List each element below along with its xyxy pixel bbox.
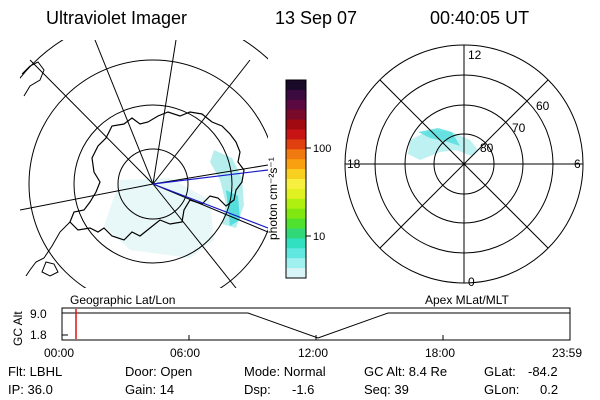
colorbar-cell [286, 89, 306, 101]
colorbar-cell [286, 129, 306, 140]
status-gain: Gain: 14 [125, 382, 175, 397]
meridian-line [20, 183, 154, 211]
meridian-line [152, 183, 268, 233]
mlat-label-70: 70 [512, 121, 526, 135]
altitude-plot: 9.0 1.8 GC Alt 00:00 06:00 12:00 18:00 2… [11, 307, 582, 360]
status-seq: Seq: 39 [364, 382, 409, 397]
status-dsp-value: -1.6 [292, 382, 315, 397]
colorbar-cell [286, 268, 306, 279]
x-tick-label: 00:00 [44, 346, 74, 360]
colorbar-cell [286, 109, 306, 121]
mlt-label-12: 12 [468, 48, 482, 62]
colorbar-cell [286, 149, 306, 160]
status-filter: Flt: LBHL [8, 364, 63, 379]
status-dsp-label: Dsp: [244, 382, 271, 397]
mlt-label-18: 18 [347, 157, 361, 171]
status-gc-alt: GC Alt: 8.4 Re [364, 364, 448, 379]
colorbar-cell [286, 238, 306, 249]
altitude-ylabel: GC Alt [11, 311, 25, 346]
right-aurora-data [408, 130, 478, 160]
x-tick-label: 06:00 [170, 346, 200, 360]
meridian-line [152, 40, 177, 185]
status-glat-value: -84.2 [528, 364, 558, 379]
meridian-line [152, 59, 251, 185]
status-door: Door: Open [125, 364, 193, 379]
mlt-label-6: 6 [574, 157, 581, 171]
x-tick-label: 12:00 [298, 346, 328, 360]
app-title: Ultraviolet Imager [46, 8, 188, 28]
mlt-line-diagonal [379, 79, 549, 249]
geographic-map: Geographic Lat/Lon [20, 40, 268, 307]
color-scale: 100 10 photon cm⁻²s⁻¹ [266, 79, 331, 279]
colorbar-cell [286, 248, 306, 259]
meridian-line [29, 59, 154, 185]
island-coastline [41, 261, 59, 277]
lat-circle-80 [117, 148, 189, 220]
meridian-line [94, 40, 154, 185]
mlat-label-80: 80 [480, 141, 494, 155]
status-glon-value: 0.2 [540, 382, 559, 397]
magnetic-map: 12 0 18 6 60 70 80 Apex MLat/MLT [344, 44, 584, 307]
right-map-label: Apex MLat/MLT [425, 293, 509, 307]
colorbar-cell [286, 80, 306, 91]
status-mode: Mode: Normal [244, 364, 326, 379]
colorbar-cell [286, 208, 306, 220]
colorbar-cell [286, 99, 306, 111]
lat-circle-70 [73, 104, 233, 264]
colorbar-cell [286, 169, 306, 180]
status-glat-label: GLat: [484, 364, 516, 379]
altitude-curve [62, 312, 570, 339]
colorbar-cell [286, 228, 306, 239]
colorbar-cell [286, 198, 306, 210]
peninsula-coastline [25, 221, 71, 277]
magnetic-meridian-line [152, 183, 268, 229]
colorbar-cell [286, 159, 306, 170]
colorbar-cell [286, 218, 306, 229]
south-america-coastline [21, 61, 45, 97]
x-tick-label: 18:00 [425, 346, 455, 360]
colorbar-cell [286, 258, 306, 269]
left-map-label: Geographic Lat/Lon [70, 293, 175, 307]
x-tick-label: 23:59 [552, 346, 582, 360]
colorbar-tick-100: 100 [313, 143, 331, 155]
antarctica-coastline [69, 111, 245, 241]
terminator-line [152, 169, 268, 185]
colorbar-cell [286, 188, 306, 200]
lat-circle-60 [28, 59, 268, 288]
y-tick-label-low: 1.8 [30, 328, 47, 342]
colorbar-cell [286, 139, 306, 150]
status-glon-label: GLon: [484, 382, 520, 397]
status-ip: IP: 36.0 [8, 382, 53, 397]
colorbar-cell [286, 179, 306, 190]
colorbar-cell [286, 119, 306, 130]
colorbar-unit-label: photon cm⁻²s⁻¹ [266, 157, 280, 240]
meridian-line [152, 183, 237, 288]
left-aurora-data [104, 150, 244, 258]
mlt-label-0: 0 [468, 275, 475, 289]
colorbar-frame [285, 79, 307, 279]
y-tick-label-high: 9.0 [30, 307, 47, 321]
date-label: 13 Sep 07 [275, 8, 358, 28]
meridian-line [152, 164, 268, 185]
colorbar-tick-10: 10 [313, 231, 325, 243]
time-label: 00:40:05 UT [430, 8, 530, 28]
mlat-label-60: 60 [536, 99, 550, 113]
